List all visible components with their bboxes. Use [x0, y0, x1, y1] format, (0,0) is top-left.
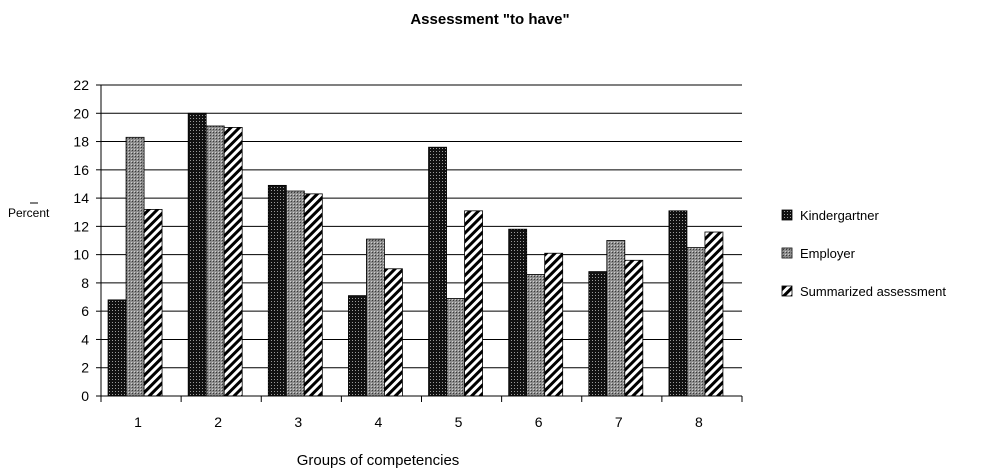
bar-kindergartner-6	[508, 228, 528, 397]
x-tick-label: 5	[455, 414, 463, 430]
bar-summarized-assessment-7	[624, 259, 644, 397]
legend-swatch-summarized-assessment	[781, 285, 793, 297]
bar-kindergartner-3	[267, 184, 287, 397]
x-tick-label: 6	[535, 414, 543, 430]
y-tick-label: 6	[81, 303, 89, 319]
y-tick-label: 10	[73, 247, 89, 263]
bar-summarized-assessment-3	[303, 193, 323, 397]
y-tick-label: 0	[81, 388, 89, 404]
x-tick-label: 2	[214, 414, 222, 430]
legend: Kindergartner Employer Summarized assessme…	[781, 208, 946, 299]
bar-summarized-assessment-5	[464, 210, 483, 397]
legend-label: Summarized assessment	[800, 284, 946, 299]
x-axis-label: Groups of competencies	[297, 452, 460, 469]
bar-employer-6	[526, 274, 546, 397]
bar-summarized-assessment-8	[704, 231, 724, 397]
y-tick-label: 2	[81, 360, 89, 376]
bar-employer-5	[446, 298, 465, 397]
legend-label: Kindergartner	[800, 208, 879, 223]
legend-label: Employer	[800, 246, 856, 261]
bar-kindergartner-8	[668, 210, 688, 397]
x-tick-label: 3	[294, 414, 302, 430]
bar-kindergartner-2	[187, 112, 207, 397]
y-tick-label: 14	[73, 190, 89, 206]
y-tick-label: 22	[73, 77, 89, 93]
y-tick-label: 8	[81, 275, 89, 291]
y-tick-label: 16	[73, 162, 89, 178]
y-tick-label: 18	[73, 134, 89, 150]
bar-kindergartner-4	[348, 295, 367, 397]
y-tick-label: 12	[73, 218, 89, 234]
bar-summarized-assessment-1	[143, 208, 163, 397]
bar-summarized-assessment-6	[544, 252, 564, 397]
y-tick-label: 20	[73, 105, 89, 121]
legend-swatch-employer	[781, 247, 793, 259]
x-tick-label: 4	[375, 414, 383, 430]
bar-kindergartner-1	[107, 299, 127, 397]
x-axis-ticks: 1 2 3 4 5 6 7 8	[100, 396, 743, 430]
bars	[107, 112, 724, 397]
bar-summarized-assessment-4	[384, 268, 403, 397]
y-axis-label: Percent	[8, 206, 50, 220]
y-axis-ticks: 0 2 4 6 8 10 12 14 16 18 20 22	[73, 77, 101, 404]
bar-employer-7	[606, 240, 626, 397]
x-tick-label: 7	[615, 414, 623, 430]
bar-employer-8	[686, 247, 706, 397]
bar-employer-1	[125, 136, 145, 397]
bar-employer-3	[285, 190, 305, 397]
bar-employer-4	[366, 238, 385, 397]
x-tick-label: 8	[695, 414, 703, 430]
chart-title: Assessment "to have"	[410, 11, 569, 28]
bar-employer-2	[205, 125, 225, 397]
x-tick-label: 1	[134, 414, 142, 430]
bar-kindergartner-5	[428, 146, 447, 397]
bar-summarized-assessment-2	[223, 127, 243, 397]
bar-kindergartner-7	[588, 271, 608, 397]
legend-swatch-kindergartner	[781, 209, 793, 221]
y-tick-label: 4	[81, 331, 89, 347]
